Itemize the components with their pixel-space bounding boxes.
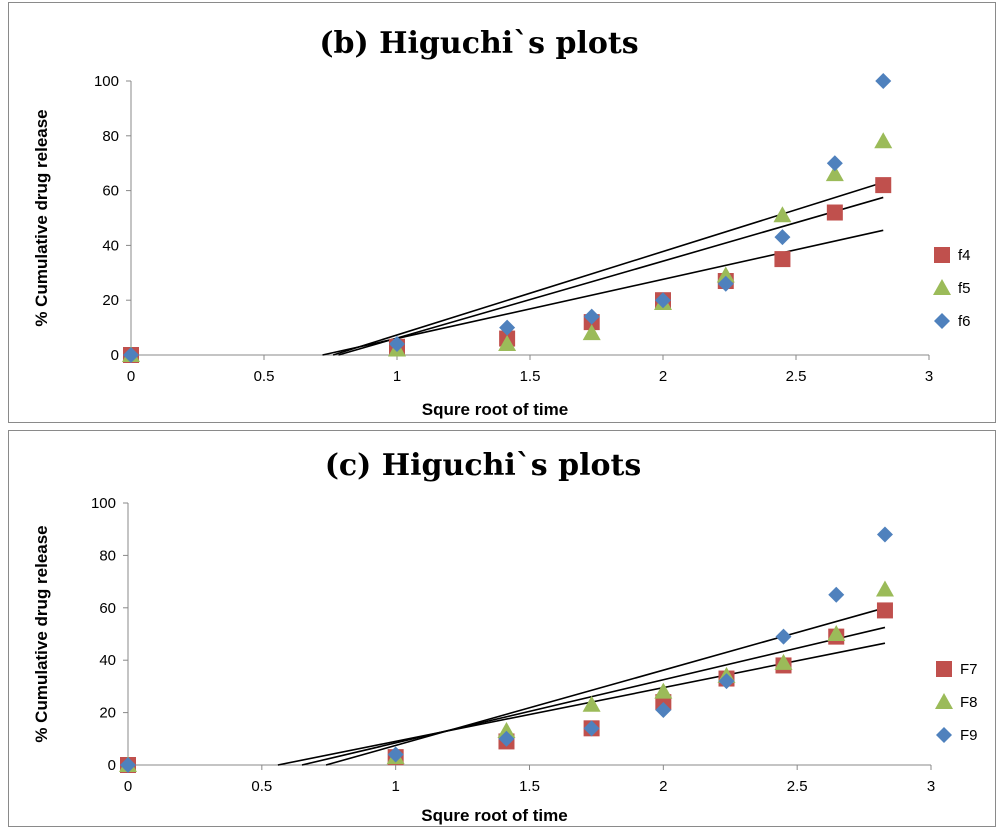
x-tick-label: 1.5: [519, 778, 540, 795]
data-point-f6: [123, 347, 139, 363]
y-tick-label: 20: [99, 705, 116, 722]
data-point-F9: [876, 526, 893, 543]
x-tick-label: 1: [391, 778, 399, 795]
legend-label-F8: F8: [960, 694, 978, 711]
data-point-f6: [583, 308, 600, 325]
trendline-F9: [325, 607, 886, 766]
data-point-F8: [497, 721, 516, 738]
data-point-F9: [828, 586, 845, 603]
data-point-F8: [827, 625, 846, 641]
legend-marker-f6: [934, 313, 950, 329]
legend-marker-F9: [936, 727, 952, 743]
chart-panel-b: (b) Higuchi`s plots 0 20 40 60 80 100 0 0.5 1 1.5 2…: [8, 2, 996, 423]
y-tick-label: 100: [94, 73, 119, 90]
y-tick-label: 80: [99, 547, 116, 564]
x-axis-label: Squre root of time: [422, 400, 568, 419]
data-point-F7: [876, 602, 893, 619]
trendline-f4: [322, 229, 884, 356]
trendline-F7: [277, 642, 886, 766]
legend-label-f6: f6: [958, 313, 971, 330]
y-tick-label: 0: [108, 757, 116, 774]
x-tick-label: 0: [124, 778, 132, 795]
data-point-f4: [875, 177, 892, 194]
data-point-f5: [773, 206, 792, 223]
legend-marker-F8: [935, 693, 953, 709]
data-point-F8: [654, 682, 673, 699]
data-point-f4: [774, 251, 791, 268]
y-axis-label: % Cumulative drug release: [32, 525, 51, 742]
chart-title: (b) Higuchi`s plots: [319, 26, 638, 61]
data-point-f5: [825, 165, 844, 182]
data-point-F8: [875, 580, 894, 597]
x-tick-label: 3: [925, 368, 933, 385]
legend-marker-f4: [934, 247, 950, 263]
data-point-f4: [826, 204, 843, 221]
x-tick-label: 0: [127, 368, 135, 385]
data-point-F9: [387, 746, 404, 763]
data-point-F9: [655, 701, 672, 718]
data-point-F8: [582, 695, 601, 712]
trendline-f5: [338, 196, 884, 356]
data-point-F8: [774, 653, 793, 670]
higuchi-plot-b: (b) Higuchi`s plots 0 20 40 60 80 100 0 0.5 1 1.5 2…: [32, 26, 971, 419]
x-tick-label: 1: [393, 368, 401, 385]
data-point-f6: [717, 275, 734, 292]
legend-label-f4: f4: [958, 247, 971, 264]
legend-marker-F7: [936, 661, 952, 677]
data-point-F9: [583, 720, 600, 737]
data-point-f6: [826, 155, 843, 172]
data-point-f6: [389, 336, 405, 353]
x-tick-label: 2: [659, 368, 667, 385]
trendline-F8: [301, 626, 886, 766]
data-point-F9: [775, 628, 792, 645]
data-point-F9: [120, 757, 136, 773]
data-point-F9: [718, 673, 735, 690]
x-tick-label: 3: [927, 778, 935, 795]
legend-label-f5: f5: [958, 280, 971, 297]
y-tick-label: 40: [102, 237, 119, 254]
x-tick-label: 0.5: [254, 368, 275, 385]
y-tick-label: 20: [102, 292, 119, 309]
trendline-f6: [332, 181, 884, 356]
chart-title: (c) Higuchi`s plots: [325, 448, 642, 483]
data-point-f6: [875, 73, 892, 89]
y-tick-label: 80: [102, 128, 119, 145]
data-point-F9: [498, 730, 515, 747]
data-point-f5: [498, 335, 517, 352]
legend-marker-f5: [933, 279, 951, 295]
legend-label-F9: F9: [960, 727, 978, 744]
data-point-f6: [774, 229, 791, 246]
data-point-f6: [499, 319, 516, 336]
x-tick-label: 2.5: [787, 778, 808, 795]
x-tick-label: 1.5: [520, 368, 541, 385]
legend-label-F7: F7: [960, 661, 978, 678]
y-tick-label: 60: [102, 183, 119, 200]
data-point-f5: [716, 266, 735, 283]
data-point-f6: [655, 292, 671, 309]
y-tick-label: 60: [99, 600, 116, 617]
y-tick-label: 100: [91, 495, 116, 512]
y-tick-label: 0: [111, 347, 119, 364]
data-point-f5: [874, 132, 893, 149]
chart-panel-c: (c) Higuchi`s plots 0 20 40 60 80 100 0 0.5 1 1.5 2…: [8, 430, 996, 827]
y-axis-label: % Cumulative drug release: [32, 109, 51, 326]
x-tick-label: 2: [659, 778, 667, 795]
y-tick-label: 40: [99, 652, 116, 669]
x-tick-label: 2.5: [786, 368, 807, 385]
x-tick-label: 0.5: [251, 778, 272, 795]
data-point-f5: [582, 324, 601, 341]
higuchi-plot-c: (c) Higuchi`s plots 0 20 40 60 80 100 0 0.5 1 1.5 2…: [32, 448, 978, 825]
x-axis-label: Squre root of time: [421, 806, 567, 825]
